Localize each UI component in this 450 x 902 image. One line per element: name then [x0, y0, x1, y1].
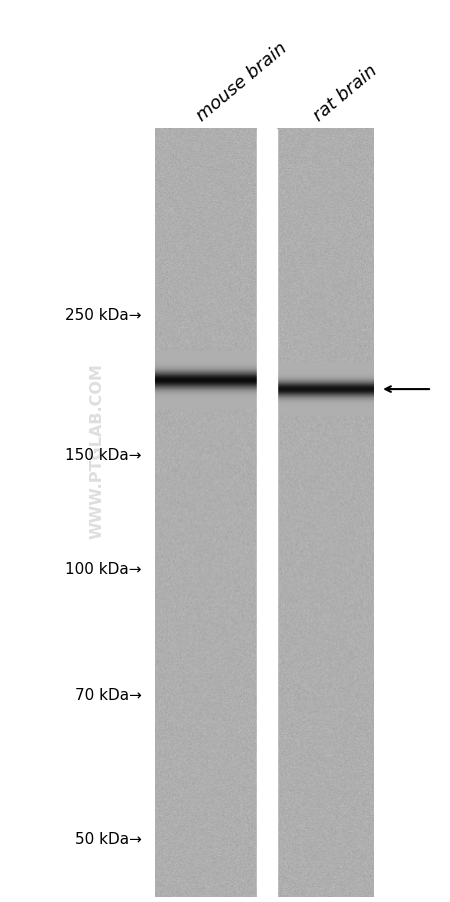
Text: 50 kDa→: 50 kDa→: [75, 832, 142, 846]
Text: 100 kDa→: 100 kDa→: [65, 562, 142, 576]
Text: 70 kDa→: 70 kDa→: [75, 687, 142, 702]
Text: 250 kDa→: 250 kDa→: [65, 308, 142, 322]
Text: mouse brain: mouse brain: [193, 39, 291, 124]
Text: WWW.PTGLAB.COM: WWW.PTGLAB.COM: [89, 364, 104, 538]
Text: 150 kDa→: 150 kDa→: [65, 447, 142, 462]
Text: rat brain: rat brain: [310, 61, 381, 124]
